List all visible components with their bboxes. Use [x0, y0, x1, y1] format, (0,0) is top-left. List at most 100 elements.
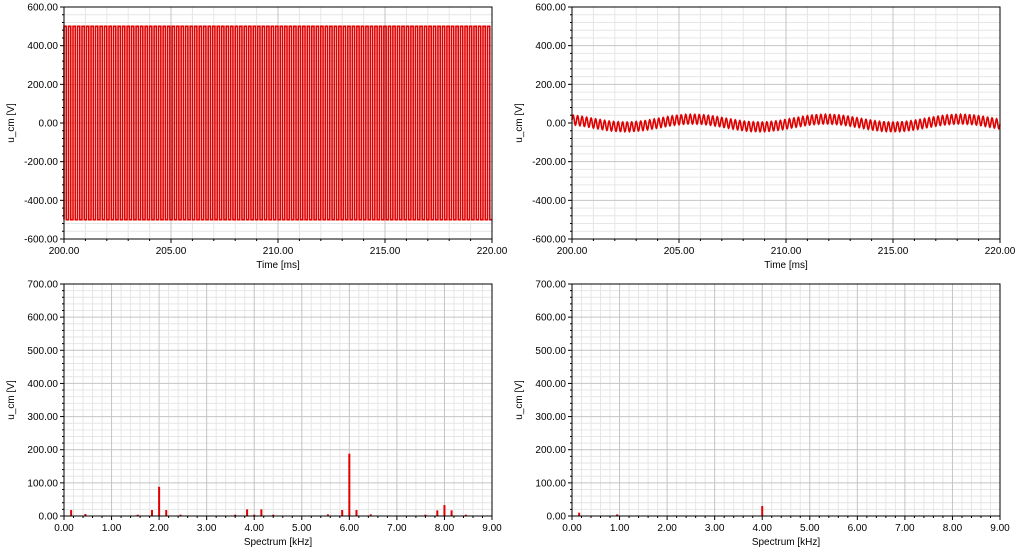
- y-tick-label: 200.00: [27, 445, 58, 456]
- y-tick-label: 300.00: [27, 412, 58, 423]
- spectrum-bar: [424, 514, 427, 516]
- x-tick-label: 7.00: [387, 523, 407, 534]
- y-tick-label: 200.00: [535, 445, 566, 456]
- y-axis-label: u_cm [V]: [514, 380, 525, 420]
- spectrum-bar: [70, 510, 73, 516]
- spectrum-bar: [761, 506, 764, 516]
- axes: 600.00 400.00 200.00 0.00 -200.00 -400.00 -600…: [532, 3, 1016, 258]
- x-tick-label: 9.00: [482, 523, 502, 534]
- spectrum-bar: [150, 510, 153, 516]
- y-tick-label: -400.00: [532, 196, 566, 207]
- x-tick-label: 215.00: [878, 246, 909, 257]
- y-tick-label: 400.00: [535, 41, 566, 52]
- x-tick-label: 220.00: [477, 246, 508, 257]
- y-tick-label: 200.00: [535, 80, 566, 91]
- y-tick-label: -200.00: [532, 157, 566, 168]
- y-tick-label: 200.00: [27, 80, 58, 91]
- y-tick-label: 400.00: [27, 379, 58, 390]
- x-axis-label: Time [ms]: [256, 260, 300, 271]
- grid: [64, 284, 492, 516]
- x-tick-label: 220.00: [985, 246, 1016, 257]
- y-axis-label: u_cm [V]: [6, 103, 17, 143]
- x-tick-label: 3.00: [705, 523, 725, 534]
- x-tick-label: 6.00: [340, 523, 360, 534]
- spectrum-bar: [84, 514, 87, 516]
- x-tick-label: 7.00: [895, 523, 915, 534]
- spectrum-bar: [246, 509, 249, 516]
- chart-time-left: 600.00 400.00 200.00 0.00 -200.00 -400.00 -600…: [6, 3, 508, 272]
- x-tick-label: 5.00: [800, 523, 820, 534]
- x-tick-label: 2.00: [657, 523, 677, 534]
- spectrum-bar: [179, 514, 182, 516]
- series-line: [63, 25, 492, 221]
- x-tick-label: 8.00: [435, 523, 455, 534]
- y-tick-label: 400.00: [535, 379, 566, 390]
- x-tick-label: 8.00: [943, 523, 963, 534]
- y-tick-label: 400.00: [27, 41, 58, 52]
- x-tick-label: 210.00: [771, 246, 802, 257]
- y-tick-label: 600.00: [27, 313, 58, 324]
- y-tick-label: 300.00: [535, 412, 566, 423]
- spectrum-bar: [464, 514, 467, 516]
- plot-area: [64, 284, 492, 516]
- x-axis-label: Spectrum [kHz]: [244, 537, 313, 548]
- y-tick-label: 500.00: [535, 346, 566, 357]
- data-series: [63, 25, 492, 221]
- spectrum-bar: [136, 514, 139, 516]
- x-tick-label: 6.00: [848, 523, 868, 534]
- chart-time-right: 600.00 400.00 200.00 0.00 -200.00 -400.00 -600…: [514, 3, 1016, 272]
- x-tick-label: 4.00: [752, 523, 772, 534]
- spectrum-bar: [369, 514, 372, 516]
- spectrum-bar: [355, 510, 358, 516]
- data-series: [578, 506, 764, 516]
- series-line: [571, 112, 1001, 134]
- spectrum-bar: [341, 510, 344, 516]
- chart-spectrum-right: 700.00 600.00 500.00 400.00 300.00 200.00 100.…: [514, 280, 1010, 549]
- y-tick-label: 0.00: [547, 119, 567, 130]
- spectrum-bar: [616, 514, 619, 516]
- x-axis-label: Spectrum [kHz]: [752, 537, 821, 548]
- grid: [572, 7, 1000, 239]
- x-axis-label: Time [ms]: [764, 260, 808, 271]
- spectrum-bar: [234, 514, 237, 516]
- x-tick-label: 215.00: [370, 246, 401, 257]
- y-tick-label: -200.00: [24, 157, 58, 168]
- x-tick-label: 205.00: [156, 246, 187, 257]
- y-tick-label: 100.00: [535, 478, 566, 489]
- spectrum-bar: [272, 514, 275, 516]
- x-tick-label: 0.00: [562, 523, 582, 534]
- y-tick-label: 600.00: [535, 3, 566, 14]
- spectrum-bar: [326, 514, 329, 516]
- plot-frame: [63, 283, 493, 517]
- axes: 700.00 600.00 500.00 400.00 300.00 200.00 100.…: [535, 280, 1010, 535]
- spectrum-bar: [443, 505, 446, 516]
- spectrum-bar: [450, 510, 453, 516]
- x-tick-label: 210.00: [263, 246, 294, 257]
- y-tick-label: 500.00: [27, 346, 58, 357]
- axes: 600.00 400.00 200.00 0.00 -200.00 -400.00 -600…: [24, 3, 508, 258]
- plot-area: [572, 284, 1000, 516]
- x-tick-label: 200.00: [49, 246, 80, 257]
- spectrum-bar: [165, 510, 168, 516]
- x-tick-label: 1.00: [102, 523, 122, 534]
- x-tick-label: 3.00: [197, 523, 217, 534]
- x-tick-label: 1.00: [610, 523, 630, 534]
- x-tick-label: 9.00: [990, 523, 1010, 534]
- y-axis-label: u_cm [V]: [514, 103, 525, 143]
- chart-spectrum-left: 700.00 600.00 500.00 400.00 300.00 200.00 100.…: [6, 280, 502, 549]
- y-tick-label: 600.00: [535, 313, 566, 324]
- y-tick-label: 700.00: [535, 280, 566, 291]
- y-tick-label: -400.00: [24, 196, 58, 207]
- y-tick-label: 600.00: [27, 3, 58, 14]
- x-tick-label: 205.00: [664, 246, 695, 257]
- y-tick-label: -600.00: [532, 235, 566, 246]
- x-tick-label: 0.00: [54, 523, 74, 534]
- x-tick-label: 200.00: [557, 246, 588, 257]
- y-tick-label: -600.00: [24, 235, 58, 246]
- x-tick-label: 4.00: [244, 523, 264, 534]
- spectrum-bar: [260, 509, 263, 516]
- spectrum-bar: [578, 512, 581, 516]
- data-series: [571, 112, 1001, 134]
- x-tick-label: 2.00: [149, 523, 169, 534]
- y-tick-label: 0.00: [39, 119, 59, 130]
